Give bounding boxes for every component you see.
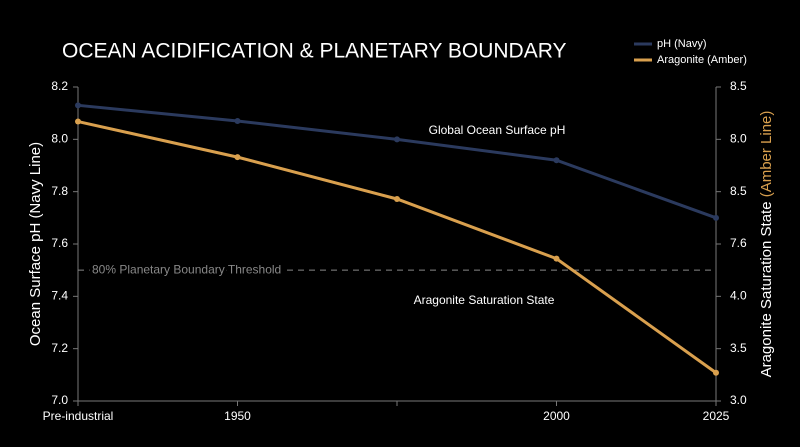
point xyxy=(75,102,81,109)
y2-axis-label-note: (Amber Line) xyxy=(758,111,775,198)
legend-label: pH (Navy) xyxy=(657,38,707,50)
y2-tick-label: 8.0 xyxy=(730,132,747,146)
x-tick-label: 1950 xyxy=(224,409,251,423)
y-tick-label: 7.4 xyxy=(51,289,68,303)
point xyxy=(713,214,719,221)
point xyxy=(234,118,241,125)
y2-tick-label: 3.5 xyxy=(730,341,747,355)
point xyxy=(394,195,400,202)
y2-tick-label: 8.5 xyxy=(730,184,747,198)
y2-axis-label: Aragonite Saturation State (Amber Line) xyxy=(758,111,775,378)
point xyxy=(234,154,241,161)
point xyxy=(394,136,400,143)
threshold-label: 80% Planetary Boundary Threshold xyxy=(92,262,281,276)
point xyxy=(75,118,81,125)
x-tick-label: 2000 xyxy=(543,409,570,423)
point xyxy=(553,157,560,164)
series-annotation: Aragonite Saturation State xyxy=(414,293,555,307)
legend-label: Aragonite (Amber) xyxy=(657,54,747,66)
series-line xyxy=(77,120,717,374)
y-tick-label: 7.2 xyxy=(51,341,68,355)
series-annotation: Global Ocean Surface pH xyxy=(429,123,566,137)
point xyxy=(713,369,719,376)
y2-tick-label: 3.0 xyxy=(730,393,747,407)
chart-title: OCEAN ACIDIFICATION & PLANETARY BOUNDARY xyxy=(62,40,567,63)
y-axis-label: Ocean Surface pH (Navy Line) xyxy=(27,142,44,346)
y-tick-label: 8.2 xyxy=(51,79,68,93)
y2-tick-label: 8.5 xyxy=(730,79,747,93)
y-tick-label: 7.0 xyxy=(51,393,68,407)
y-tick-label: 7.8 xyxy=(51,184,68,198)
y2-axis-label-main: Aragonite Saturation State xyxy=(758,201,775,377)
y2-tick-label: 7.6 xyxy=(730,236,747,250)
y2-tick-label: 4.0 xyxy=(730,289,747,303)
point xyxy=(553,255,560,262)
y-tick-label: 8.0 xyxy=(51,132,68,146)
x-tick-label: Pre-industrial xyxy=(43,409,114,423)
y-tick-label: 7.6 xyxy=(51,236,68,250)
x-tick-label: 2025 xyxy=(703,409,730,423)
